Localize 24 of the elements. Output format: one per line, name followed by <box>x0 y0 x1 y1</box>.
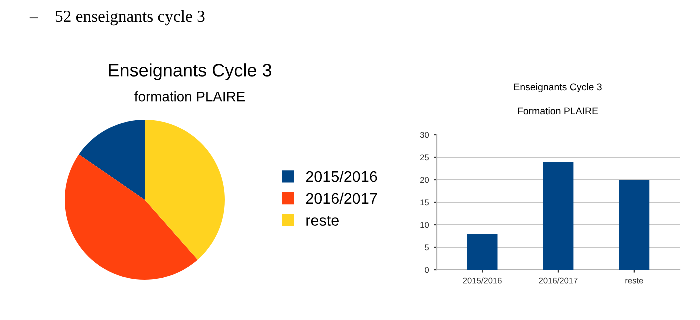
bar <box>619 180 650 270</box>
y-tick-label: 15 <box>420 200 430 206</box>
text: – 52 enseignants cycle 3 <box>30 10 205 26</box>
chart-subtitle: Formation PLAIRE <box>518 107 598 115</box>
y-tick-label: 30 <box>420 132 430 138</box>
chart-title: Enseignants Cycle 3 <box>109 64 272 80</box>
y-tick-label: 5 <box>425 244 430 251</box>
y-tick-label: 20 <box>420 177 430 184</box>
legend-label: reste <box>306 216 339 226</box>
chart-subtitle: formation PLAIRE <box>134 92 245 102</box>
pie-slice <box>79 120 145 200</box>
y-tick-label: 0 <box>425 267 430 274</box>
y-tick-label: 25 <box>420 154 430 161</box>
chart-title: Enseignants Cycle 3 <box>514 83 602 93</box>
bar <box>467 234 498 270</box>
pie-slice <box>145 120 225 260</box>
legend-label: 2015/2016 <box>306 171 378 182</box>
x-tick-label: reste <box>626 278 644 284</box>
x-tick-label: 2016/2017 <box>539 278 578 284</box>
bar <box>543 162 574 270</box>
y-tick-label: 10 <box>420 222 430 228</box>
legend-label: 2016/2017 <box>306 192 378 204</box>
x-tick-label: 2015/2016 <box>463 278 502 284</box>
pie-slice <box>65 154 198 280</box>
